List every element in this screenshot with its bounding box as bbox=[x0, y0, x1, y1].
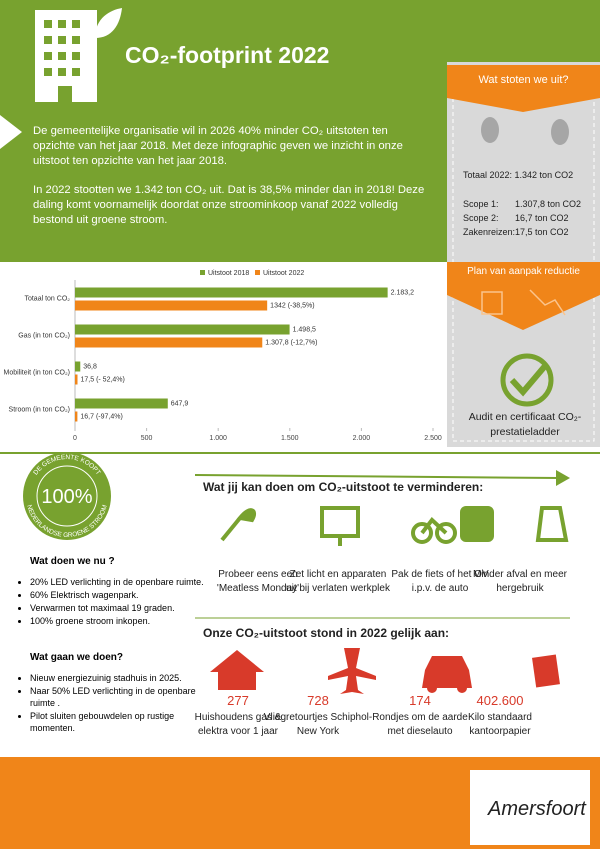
value-label: 36,8 bbox=[83, 364, 97, 371]
title: CO₂-footprint 2022 bbox=[125, 42, 330, 68]
scope-label: Scope 2: bbox=[463, 213, 499, 223]
x-tick-label: 1.000 bbox=[209, 435, 227, 442]
equivalent-number: 174 bbox=[409, 693, 431, 708]
value-label: 2.183,2 bbox=[391, 290, 414, 297]
now-list: 20% LED verlichting in de openbare ruimt… bbox=[14, 576, 205, 628]
chart: 0 500 1.000 1.500 2.000 2.500 Uitstoot 2018 Uit… bbox=[3, 270, 442, 442]
list-item: Nieuw energiezuinig stadhuis in 2025. bbox=[30, 672, 205, 684]
value-label: 1342 (-38,5%) bbox=[270, 303, 314, 310]
equivalent-label: Kilo standaard kantoorpapier bbox=[468, 712, 532, 737]
x-tick-label: 0 bbox=[73, 435, 77, 442]
intro: De gemeentelijke organisatie wil in 2026… bbox=[33, 124, 428, 242]
equivalent-label: Huishoudens gas & elektra voor 1 jaar bbox=[194, 712, 282, 737]
x-tick-label: 500 bbox=[141, 435, 153, 442]
x-tick-label: 2.500 bbox=[424, 435, 442, 442]
bar bbox=[75, 374, 78, 385]
plan: Plan van aanpak reductie bbox=[467, 266, 580, 277]
scope-value: 16,7 ton CO2 bbox=[515, 213, 569, 223]
badge-top: DE GEMEENTE KOOPT bbox=[32, 454, 101, 476]
bar bbox=[75, 300, 268, 311]
legend-label: Uitstoot 2018 bbox=[208, 270, 249, 277]
badge-text: DE GEMEENTE KOOPT bbox=[32, 454, 101, 476]
equivalents-title: Onze CO₂-uitstoot stond in 2022 gelijk a… bbox=[203, 626, 450, 640]
y-tick-label: Mobiliteit (in ton CO₂) bbox=[3, 370, 70, 377]
legend-swatch bbox=[255, 270, 260, 275]
sidebar-title: Wat stoten we uit? bbox=[478, 74, 569, 86]
total: Totaal 2022: 1.342 ton CO2 bbox=[463, 170, 574, 180]
y-tick-label: Stroom (in ton CO₂) bbox=[9, 407, 70, 414]
scope-label: Scope 1: bbox=[463, 199, 499, 209]
badge: DE GEMEENTE KOOPT NEDERLANDSE GROENE STR… bbox=[25, 454, 109, 539]
badge-text: NEDERLANDSE GROENE STROOM bbox=[25, 504, 109, 539]
bar bbox=[75, 324, 290, 335]
scope-value: 1.307,8 ton CO2 bbox=[515, 199, 582, 209]
list-item: 20% LED verlichting in de openbare ruimt… bbox=[30, 576, 205, 588]
scope-row: Scope 2: 16,7 ton CO2 bbox=[463, 211, 581, 225]
bar bbox=[75, 361, 81, 372]
value-label: 1.307,8 (-12,7%) bbox=[265, 340, 317, 347]
scope-label: Zakenreizen: bbox=[463, 227, 516, 237]
bar bbox=[75, 411, 78, 422]
list-item: Pilot sluiten gebouwdelen op rustige mom… bbox=[30, 710, 205, 734]
x-tick-label: 2.000 bbox=[353, 435, 371, 442]
action-caption: Pak de fiets of het OV i.p.v. de auto bbox=[391, 569, 489, 594]
list-item: 100% groene stroom inkopen. bbox=[30, 615, 205, 627]
scope-row: Zakenreizen:17,5 ton CO2 bbox=[463, 225, 581, 239]
scopes: Scope 1: 1.307,8 ton CO2 Scope 2: 16,7 ton … bbox=[463, 197, 581, 239]
audit: Audit en certificaat CO₂-prestatieladder bbox=[468, 411, 582, 438]
scope-value: 17,5 ton CO2 bbox=[515, 227, 569, 237]
value-label: 17,5 (- 52,4%) bbox=[81, 377, 125, 384]
intro-paragraph: De gemeentelijke organisatie wil in 2026… bbox=[33, 125, 403, 167]
x-tick-label: 1.500 bbox=[281, 435, 299, 442]
legend-label: Uitstoot 2022 bbox=[263, 270, 304, 277]
list-item: Naar 50% LED verlichting in de openbare … bbox=[30, 685, 205, 709]
action-caption: Zet licht en apparaten uit bij verlaten … bbox=[286, 569, 390, 594]
bar bbox=[75, 398, 168, 409]
value-label: 16,7 (-97,4%) bbox=[80, 414, 122, 421]
now-title: Wat doen we nu ? bbox=[30, 556, 115, 567]
bar bbox=[75, 337, 263, 348]
equivalent-label: Rondjes om de aarde met dieselauto bbox=[372, 712, 468, 737]
badge-bottom: NEDERLANDSE GROENE STROOM bbox=[25, 504, 109, 539]
action-caption: Minder afval en meer hergebruik bbox=[473, 569, 567, 594]
equivalent-label: Vliegretourtjes Schiphol-New York bbox=[263, 712, 373, 737]
next-title: Wat gaan we doen? bbox=[30, 652, 123, 663]
actions-title: Wat jij kan doen om CO₂-uitstoot te verm… bbox=[203, 480, 484, 494]
action-caption: Probeer eens een 'Meatless Monday' bbox=[216, 569, 300, 594]
equivalent-number: 728 bbox=[307, 693, 329, 708]
list-item: 60% Elektrisch wagenpark. bbox=[30, 589, 205, 601]
y-tick-label: Totaal ton CO₂ bbox=[24, 296, 70, 303]
equivalent-number: 277 bbox=[227, 693, 249, 708]
bar bbox=[75, 287, 388, 298]
next-list: Nieuw energiezuinig stadhuis in 2025.Naa… bbox=[14, 672, 205, 735]
equivalent-number: 402.600 bbox=[476, 693, 524, 708]
scope-row: Scope 1: 1.307,8 ton CO2 bbox=[463, 197, 581, 211]
badge-center: 100% bbox=[41, 486, 92, 508]
intro-paragraph: In 2022 stootten we 1.342 ton CO₂ uit. D… bbox=[33, 184, 425, 226]
legend-swatch bbox=[200, 270, 205, 275]
list-item: Verwarmen tot maximaal 19 graden. bbox=[30, 602, 205, 614]
logo: Amersfoort bbox=[488, 798, 586, 820]
value-label: 647,9 bbox=[171, 401, 189, 408]
y-tick-label: Gas (in ton CO₂) bbox=[18, 333, 70, 340]
value-label: 1.498,5 bbox=[293, 327, 316, 334]
